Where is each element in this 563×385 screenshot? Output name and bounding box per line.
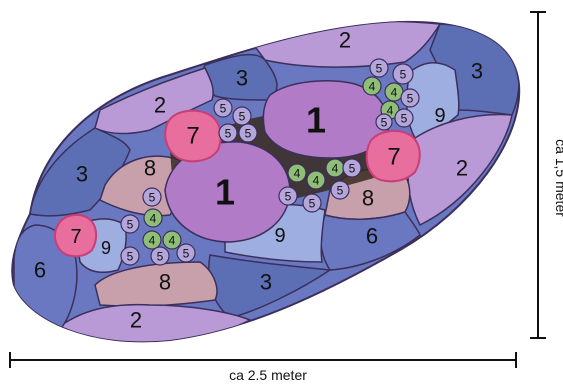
- cluster-five-circle: [176, 243, 196, 263]
- label-zone-2-top: 2: [339, 28, 351, 53]
- width-label: ca 2.5 meter: [229, 367, 307, 383]
- cluster-five-circle: [369, 58, 389, 78]
- zone-7-right: [365, 129, 421, 183]
- label-zone-1-upper: 1: [306, 100, 326, 141]
- cluster-five-label: 5: [239, 110, 246, 124]
- zone-7-left: [53, 213, 98, 258]
- height-dimension: [530, 11, 546, 339]
- cluster-five-circle: [400, 88, 420, 108]
- label-zone-9-center: 9: [274, 225, 285, 247]
- label-zone-9-right: 9: [434, 105, 445, 127]
- cluster-five-label: 5: [400, 68, 407, 82]
- label-zone-6-right: 6: [366, 224, 378, 249]
- label-zone-3-bottom: 3: [260, 270, 272, 295]
- label-zone-9-left: 9: [101, 238, 111, 258]
- cluster-five-label: 5: [309, 197, 316, 211]
- zone-labels: 1 1 2 2 2 2 3 3 3 3 6 6 7 7 7 8 8 8 9 9 …: [34, 28, 483, 333]
- height-label: ca 1,5 meter: [553, 139, 563, 217]
- cluster-five-circle: [342, 158, 362, 178]
- label-zone-3-right: 3: [471, 59, 483, 84]
- cluster-five-label: 5: [220, 102, 227, 116]
- label-zone-7-left: 7: [70, 226, 81, 248]
- cluster-five-circle: [302, 193, 322, 213]
- cluster-four-circle: [143, 208, 163, 228]
- cluster-five-label: 5: [183, 247, 190, 261]
- cluster-five-circle: [375, 113, 393, 131]
- cluster-five-circle: [278, 186, 298, 206]
- cluster-four-circle: [162, 230, 182, 250]
- cluster-five-label: 5: [127, 250, 134, 264]
- label-zone-3-left: 3: [76, 162, 88, 187]
- cluster-five-label: 5: [381, 116, 388, 130]
- cluster-five-circle: [120, 214, 140, 234]
- cluster-four-circle: [142, 230, 162, 250]
- cluster-four-label: 4: [332, 162, 339, 176]
- label-zone-2-right: 2: [456, 156, 468, 181]
- cluster-five-circle: [232, 106, 252, 126]
- cluster-five-label: 5: [407, 92, 414, 106]
- label-zone-8-bottom: 8: [159, 270, 171, 295]
- cluster-five-circle: [142, 187, 162, 207]
- cluster-four-label: 4: [150, 212, 157, 226]
- label-zone-8-right: 8: [362, 186, 374, 211]
- cluster-five-label: 5: [127, 218, 134, 232]
- cluster-five-circle: [394, 108, 414, 128]
- cluster-five-circle: [213, 98, 233, 118]
- zone-3-left: [29, 127, 131, 217]
- label-zone-2-left: 2: [154, 93, 166, 118]
- cluster-four-label: 4: [313, 174, 320, 188]
- zone-2-left: [94, 67, 214, 135]
- label-zone-6-left: 6: [34, 258, 46, 283]
- label-zone-7-upper-left: 7: [186, 123, 199, 150]
- cluster-five-circle: [238, 123, 258, 143]
- label-zone-7-right: 7: [387, 144, 400, 171]
- cluster-four-label: 4: [369, 80, 376, 94]
- cluster-five-circle: [150, 246, 170, 266]
- cluster-five-label: 5: [376, 62, 383, 76]
- cluster-five-label: 5: [285, 190, 292, 204]
- cluster-four-circle: [287, 163, 307, 183]
- cluster-four-circle: [362, 76, 382, 96]
- zone-7-upper-left: [164, 109, 222, 163]
- zone-6-right: [320, 211, 421, 271]
- cluster-five-label: 5: [245, 127, 252, 141]
- cluster-five-label: 5: [401, 112, 408, 126]
- cluster-five-label: 5: [337, 184, 344, 198]
- cluster-five-label: 5: [349, 162, 356, 176]
- label-zone-2-bottom: 2: [130, 308, 142, 333]
- cluster-four-label: 4: [294, 167, 301, 181]
- cluster-four-label: 4: [387, 104, 394, 118]
- cluster-four-label: 4: [391, 86, 398, 100]
- cluster-four-label: 4: [169, 234, 176, 248]
- cluster-five-label: 5: [149, 191, 156, 205]
- label-zone-1-center: 1: [215, 172, 235, 213]
- label-zone-8-left: 8: [144, 156, 156, 181]
- label-zone-3-top: 3: [236, 66, 248, 91]
- cluster-five-circle: [392, 63, 414, 85]
- cluster-five-label: 5: [225, 127, 232, 141]
- cluster-five-circle: [330, 180, 350, 200]
- cluster-four-label: 4: [149, 234, 156, 248]
- cluster-five-circle: [218, 123, 238, 143]
- cluster-five-circle: [120, 246, 140, 266]
- cluster-four-circle: [306, 170, 326, 190]
- cluster-five-label: 5: [157, 250, 164, 264]
- width-dimension: [9, 352, 517, 368]
